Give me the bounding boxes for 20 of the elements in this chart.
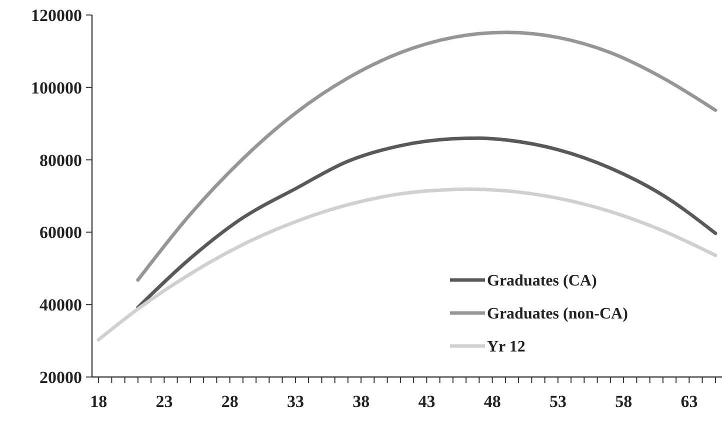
x-tick-label: 53 bbox=[549, 392, 566, 411]
x-tick-label: 23 bbox=[156, 392, 173, 411]
x-tick-label: 63 bbox=[680, 392, 698, 411]
x-tick-label: 18 bbox=[90, 392, 108, 411]
y-tick-label: 20000 bbox=[40, 368, 82, 387]
y-tick-label: 100000 bbox=[31, 78, 82, 98]
y-tick-label: 120000 bbox=[31, 6, 82, 25]
y-tick-label: 80000 bbox=[40, 150, 82, 170]
x-tick-label: 38 bbox=[352, 392, 370, 411]
y-tick-label: 40000 bbox=[40, 296, 82, 315]
x-tick-label: 33 bbox=[286, 392, 304, 411]
legend-label: Yr 12 bbox=[487, 338, 526, 356]
x-tick-label: 28 bbox=[221, 392, 238, 411]
line-series bbox=[96, 187, 718, 342]
legend-label: Graduates (non-CA) bbox=[487, 306, 628, 323]
x-tick-label: 43 bbox=[418, 392, 436, 411]
legend-label: Graduates (CA) bbox=[487, 272, 597, 290]
x-tick-label: 48 bbox=[484, 392, 501, 411]
x-tick-label: 58 bbox=[615, 392, 632, 411]
y-tick-label: 60000 bbox=[40, 223, 82, 242]
